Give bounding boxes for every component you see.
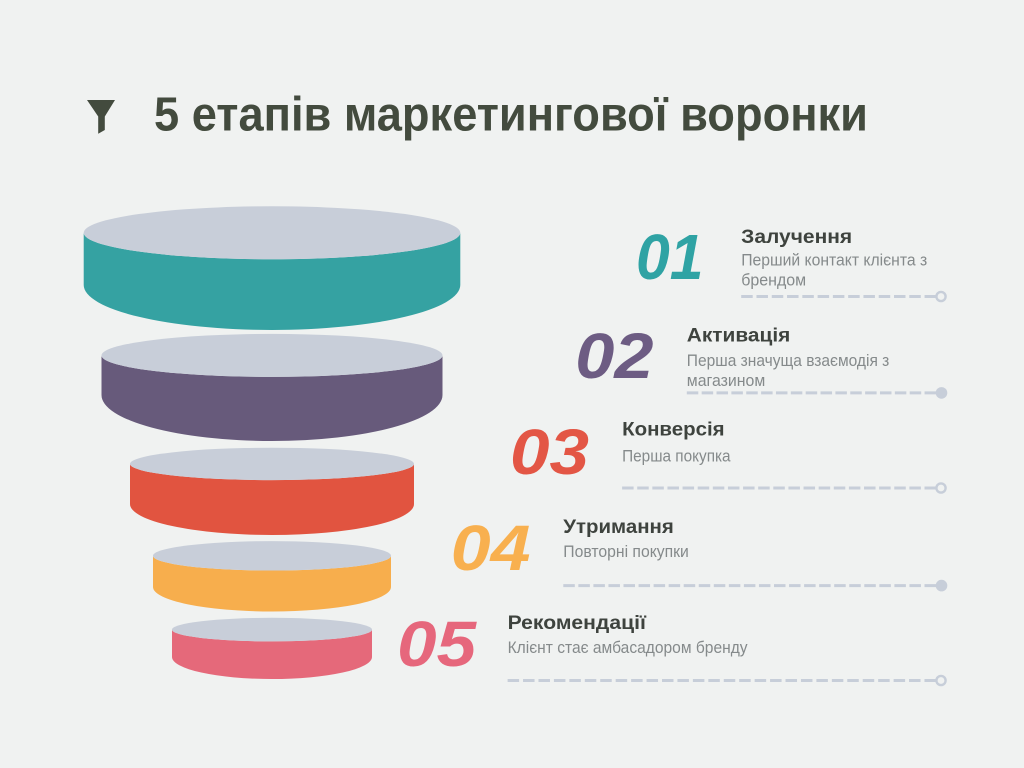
svg-text:Залучення: Залучення (741, 227, 852, 248)
svg-text:Перша значуща взаємодія з: Перша значуща взаємодія з (687, 351, 890, 370)
svg-text:Утримання: Утримання (563, 517, 674, 538)
svg-text:Конверсія: Конверсія (622, 420, 725, 441)
svg-text:05: 05 (397, 608, 477, 680)
svg-text:04: 04 (451, 512, 531, 584)
svg-text:брендом: брендом (741, 271, 806, 290)
svg-text:5 етапів маркетингової воронки: 5 етапів маркетингової воронки (154, 88, 868, 141)
svg-text:01: 01 (636, 221, 704, 293)
svg-text:Клієнт стає амбасадором бренду: Клієнт стає амбасадором бренду (508, 638, 748, 657)
svg-text:Перший контакт клієнта з: Перший контакт клієнта з (741, 251, 927, 270)
svg-text:Рекомендації: Рекомендації (508, 613, 647, 634)
svg-text:02: 02 (575, 320, 653, 392)
svg-text:03: 03 (510, 416, 589, 488)
svg-text:магазином: магазином (687, 371, 766, 390)
svg-text:Перша покупка: Перша покупка (622, 447, 731, 466)
svg-text:Повторні покупки: Повторні покупки (563, 542, 689, 561)
svg-text:Активація: Активація (687, 326, 791, 347)
